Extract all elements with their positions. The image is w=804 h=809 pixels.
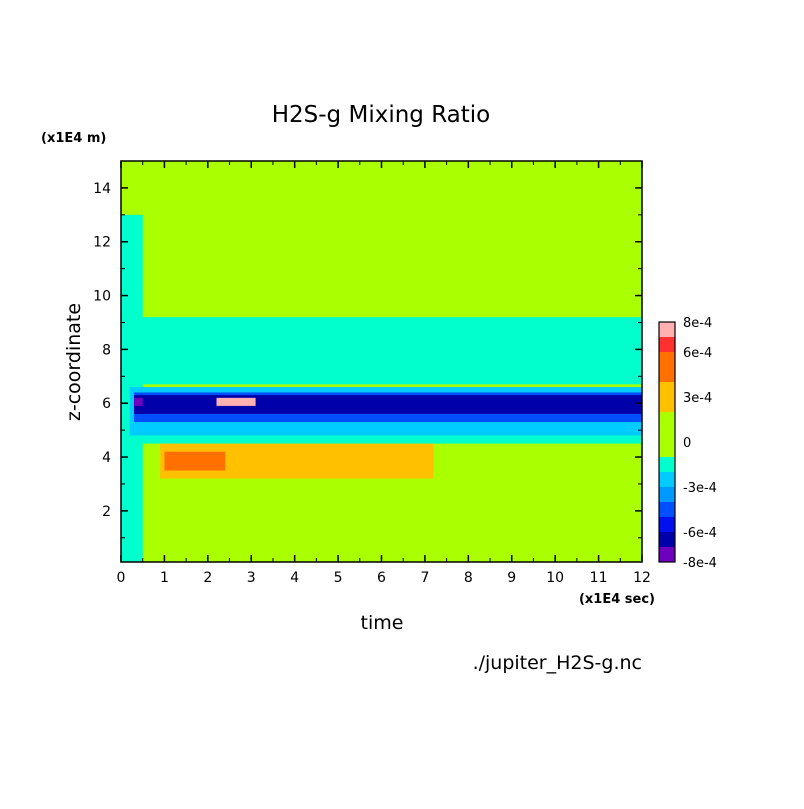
colorbar: 8e-4 6e-4 3e-4 0 -3e-4 -6e-4 -8e-4: [658, 316, 717, 571]
plot-area: [121, 161, 642, 562]
colorbar-label: -8e-4: [683, 556, 717, 571]
x-tick-label: 2: [203, 570, 212, 586]
y-tick-label: 14: [93, 181, 111, 197]
colorbar-swatch: [659, 517, 675, 532]
x-tick-label: 11: [590, 570, 608, 586]
contour-region-max-peak: [216, 397, 256, 406]
colorbar-swatch: [659, 352, 675, 382]
colorbar-swatch: [659, 532, 675, 547]
x-tick-label: 10: [546, 570, 564, 586]
colorbar-swatch: [659, 382, 675, 412]
y-tick-label: 12: [93, 235, 111, 251]
contour-region-orange-patch: [164, 451, 226, 471]
x-tick-label: 4: [290, 570, 299, 586]
contour-region-min-peak: [134, 397, 143, 406]
colorbar-swatch: [659, 322, 675, 337]
colorbar-swatch: [659, 502, 675, 517]
y-tick-label: 2: [102, 504, 111, 520]
y-tick-label: 8: [102, 342, 111, 358]
y-axis-unit: (x1E4 m): [41, 131, 106, 146]
x-tick-label: 0: [117, 570, 126, 586]
colorbar-swatch: [659, 337, 675, 352]
x-tick-label: 3: [247, 570, 256, 586]
y-axis-label: z-coordinate: [63, 303, 85, 421]
chart-title: H2S-g Mixing Ratio: [272, 102, 491, 128]
x-tick-label: 7: [420, 570, 429, 586]
colorbar-swatch: [659, 487, 675, 502]
colorbar-label: -3e-4: [683, 481, 717, 496]
y-tick-label: 10: [93, 289, 111, 305]
colorbar-label: 6e-4: [683, 346, 712, 361]
contour-region-dark-blue-core: [134, 395, 642, 414]
colorbar-swatch: [659, 472, 675, 487]
x-tick-label: 8: [464, 570, 473, 586]
colorbar-label: 3e-4: [683, 391, 712, 406]
colorbar-swatch: [659, 412, 675, 457]
colorbar-swatch: [659, 547, 675, 562]
y-tick-label: 4: [102, 450, 111, 466]
contour-region-upper-teal-band: [129, 317, 642, 385]
source-filename: ./jupiter_H2S-g.nc: [473, 652, 642, 674]
colorbar-label: -6e-4: [683, 526, 717, 541]
x-tick-label: 6: [377, 570, 386, 586]
colorbar-label: 8e-4: [683, 316, 712, 331]
x-tick-label: 9: [507, 570, 516, 586]
x-tick-label: 12: [633, 570, 651, 586]
x-tick-label: 1: [160, 570, 169, 586]
x-axis-unit: (x1E4 sec): [579, 592, 655, 607]
colorbar-swatch: [659, 457, 675, 472]
colorbar-label: 0: [683, 436, 691, 451]
y-tick-label: 6: [102, 396, 111, 412]
colorbar-frame: [658, 321, 676, 563]
x-tick-label: 5: [334, 570, 343, 586]
x-axis-label: time: [361, 612, 404, 634]
